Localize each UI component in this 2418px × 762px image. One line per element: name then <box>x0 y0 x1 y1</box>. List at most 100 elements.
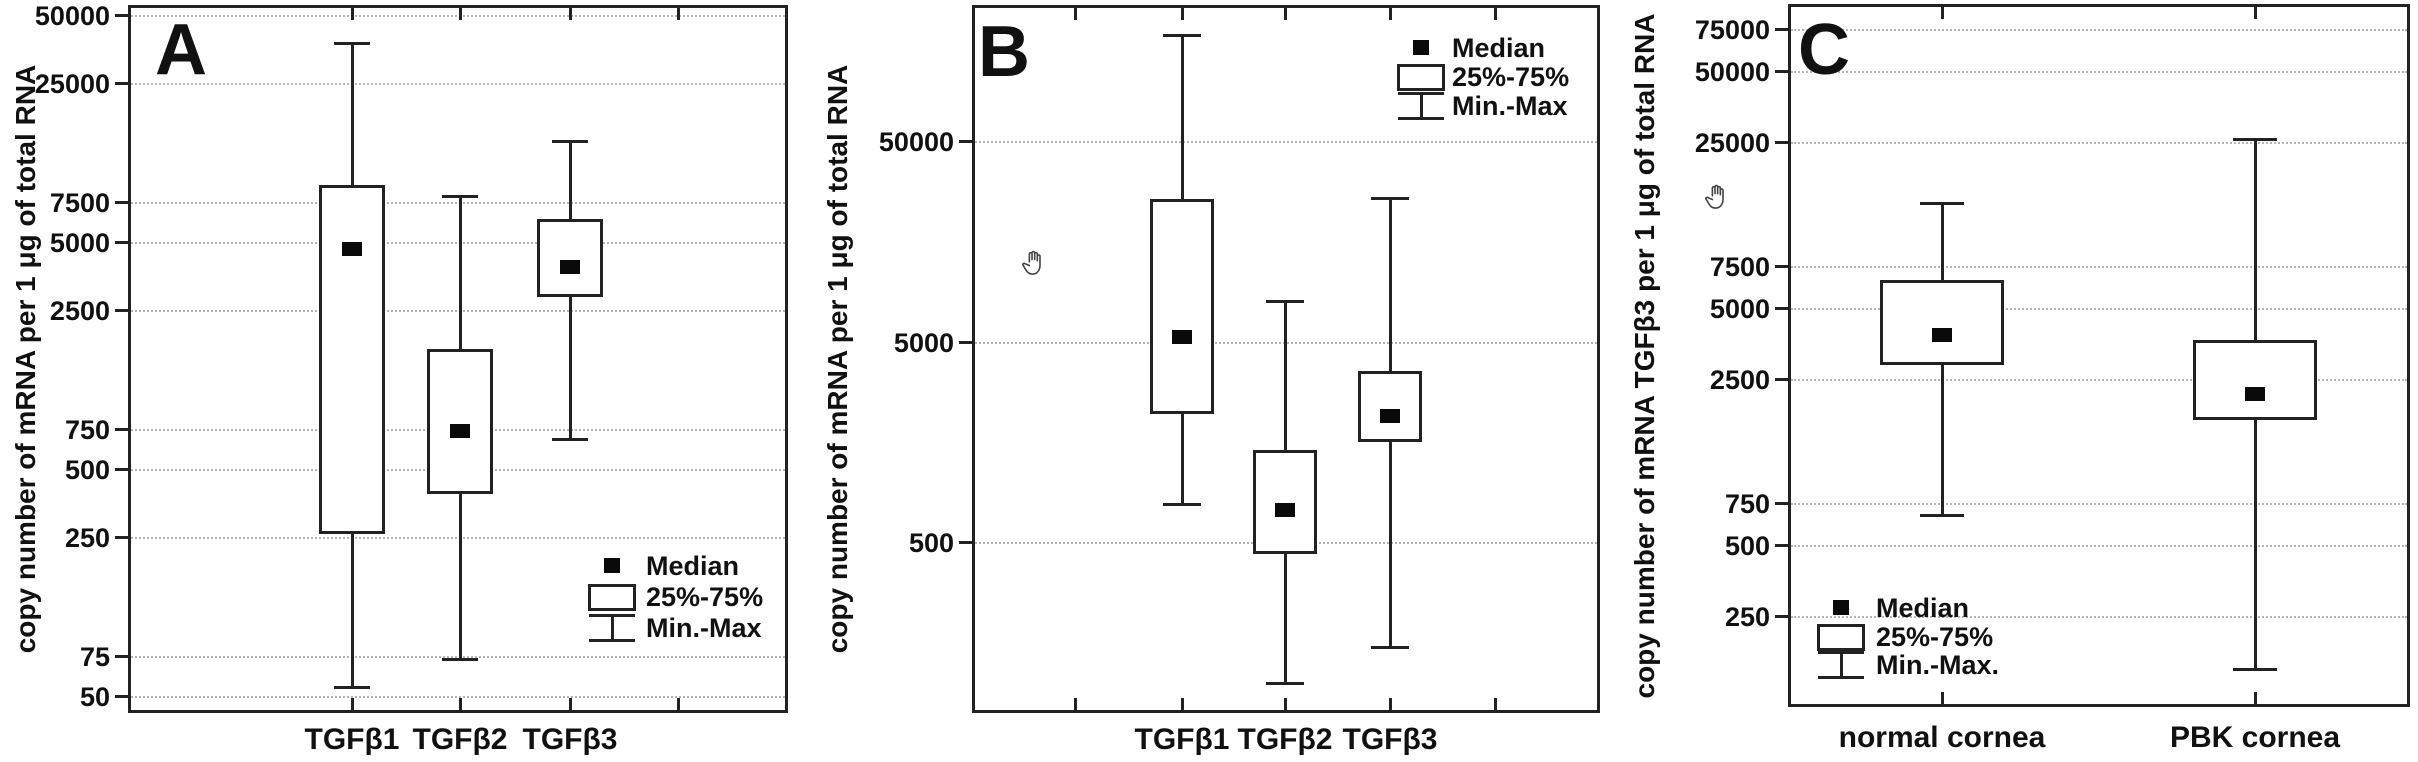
y-axis-title: copy number of mRNA per 1 μg of total RN… <box>822 64 853 654</box>
legend-whisker-icon <box>589 639 635 642</box>
whisker-cap-min <box>334 686 370 690</box>
whisker-cap-min <box>1163 502 1201 506</box>
legend-box-icon <box>1397 64 1445 91</box>
x-axis-tick <box>459 698 462 710</box>
median-marker <box>342 242 362 257</box>
legend-whisker-icon <box>1818 651 1864 654</box>
plot-area-border <box>128 5 788 713</box>
median-marker <box>2245 386 2265 401</box>
median-marker <box>450 424 470 439</box>
whisker-cap-max <box>2233 137 2277 141</box>
y-tick-label: 500 <box>64 455 110 485</box>
whisker-cap-max <box>334 41 370 45</box>
y-tick-label: 500 <box>1724 531 1770 561</box>
x-category-label: TGFβ2 <box>1237 723 1333 756</box>
x-category-label: TGFβ1 <box>304 723 400 756</box>
legend-label: 25%-75% <box>1452 62 1570 92</box>
y-grid-line <box>131 537 785 540</box>
y-grid-line <box>1791 616 2407 619</box>
y-axis-tick <box>115 468 128 471</box>
legend-whisker-icon <box>610 616 614 640</box>
y-axis-tick <box>115 14 128 17</box>
legend-label: Median <box>1876 593 1970 623</box>
panel-letter: A <box>155 10 207 90</box>
y-axis-tick <box>1775 544 1788 547</box>
y-tick-label: 5000 <box>49 228 110 258</box>
x-axis-tick <box>677 8 680 20</box>
plot-area-border <box>1788 4 2410 707</box>
y-tick-label: 2500 <box>49 296 110 327</box>
y-axis-tick <box>1775 615 1788 619</box>
whisker-cap-min <box>1266 681 1304 685</box>
whisker-cap-max <box>1920 201 1964 205</box>
x-axis-tick <box>569 698 572 710</box>
x-category-label: TGFβ1 <box>1134 723 1230 756</box>
y-axis-tick <box>115 201 128 205</box>
y-grid-line <box>131 310 785 313</box>
x-axis-tick <box>1941 7 1944 19</box>
y-axis-tick <box>115 428 128 432</box>
legend-whisker-icon <box>1839 653 1843 677</box>
y-grid-line <box>1791 142 2407 145</box>
y-tick-label: 50000 <box>878 127 954 157</box>
interquartile-box <box>2193 339 2317 421</box>
x-axis-tick <box>569 8 572 20</box>
legend-whisker-icon <box>1398 117 1444 120</box>
y-axis-tick <box>115 241 128 244</box>
y-axis-tick <box>115 536 128 540</box>
legend-whisker-icon <box>1818 676 1864 679</box>
interquartile-box <box>1880 280 2004 366</box>
y-grid-line <box>131 83 785 86</box>
whisker-cap-min <box>2233 668 2277 672</box>
x-category-label: normal cornea <box>1838 721 2046 754</box>
y-axis-tick <box>1775 70 1788 73</box>
legend-box-icon <box>588 584 636 611</box>
y-axis-tick <box>1775 378 1788 382</box>
interquartile-box <box>1253 450 1317 555</box>
whisker-cap-min <box>1920 514 1964 518</box>
y-tick-label: 50 <box>79 682 110 712</box>
y-grid-line <box>1791 266 2407 269</box>
panel-letter: B <box>978 12 1030 92</box>
legend-whisker-icon <box>589 614 635 617</box>
y-tick-label: 500 <box>908 528 954 558</box>
interquartile-box <box>1150 198 1214 414</box>
y-tick-label: 750 <box>64 415 110 446</box>
y-grid-line <box>1791 503 2407 506</box>
x-axis-tick <box>1941 692 1944 704</box>
y-grid-line <box>131 656 785 659</box>
whisker-cap-max <box>1371 197 1409 201</box>
y-grid-line <box>975 141 1597 143</box>
y-tick-label: 2500 <box>1709 365 1770 396</box>
y-axis-tick <box>959 541 972 544</box>
x-axis-tick <box>1284 698 1287 710</box>
legend-label: 25%-75% <box>646 582 764 612</box>
interquartile-box <box>1358 371 1422 442</box>
y-tick-label: 250 <box>1724 602 1770 633</box>
y-grid-line <box>131 696 785 698</box>
y-axis-tick <box>115 82 128 86</box>
whisker-cap-max <box>552 139 588 143</box>
y-grid-line <box>1791 545 2407 547</box>
y-tick-label: 75 <box>79 642 110 673</box>
x-axis-tick <box>1181 698 1184 710</box>
whisker-cap-min <box>552 438 588 442</box>
y-axis-tick <box>115 309 128 313</box>
median-marker <box>1380 408 1400 423</box>
y-tick-label: 25000 <box>1694 128 1770 159</box>
median-marker <box>560 260 580 275</box>
y-tick-label: 7500 <box>1709 252 1770 283</box>
y-tick-label: 50000 <box>34 1 110 31</box>
y-grid-line <box>1791 29 2407 32</box>
median-marker <box>1275 503 1295 518</box>
x-axis-tick <box>1389 8 1392 20</box>
y-axis-tick <box>1775 502 1788 506</box>
x-axis-tick <box>2254 7 2257 19</box>
legend-median-marker-icon <box>604 558 620 573</box>
y-grid-line <box>131 15 785 17</box>
y-axis-tick <box>1775 307 1788 310</box>
x-axis-tick <box>351 698 354 710</box>
x-axis-tick <box>1284 8 1287 20</box>
y-axis-tick <box>1775 141 1788 145</box>
legend-label: Min.-Max <box>1452 91 1568 121</box>
